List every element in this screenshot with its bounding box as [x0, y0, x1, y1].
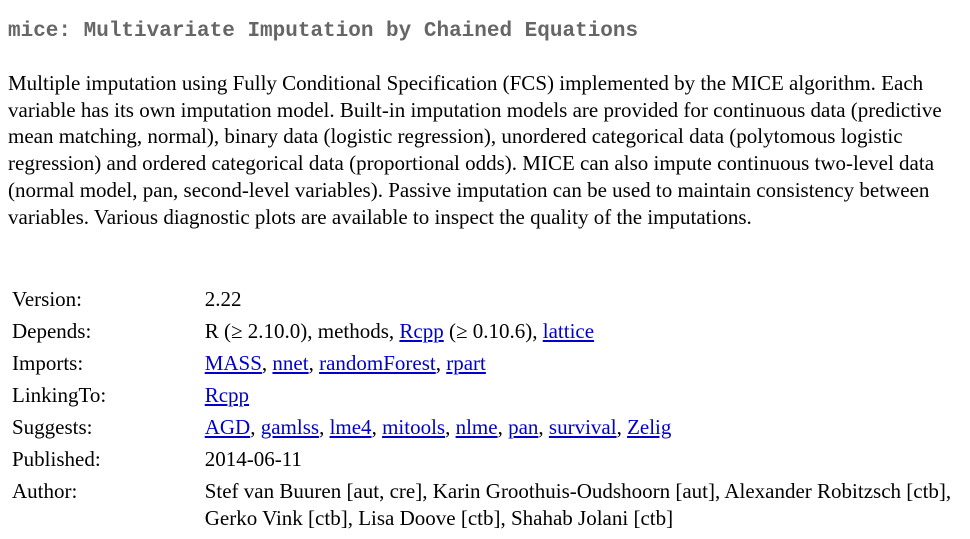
- suggests-link-nlme[interactable]: nlme: [455, 415, 498, 439]
- depends-label: Depends:: [12, 319, 92, 343]
- imports-row: Imports: MASS, nnet, randomForest, rpart: [10, 350, 963, 382]
- imports-link-randomforest[interactable]: randomForest: [319, 351, 436, 375]
- package-description: Multiple imputation using Fully Conditio…: [8, 71, 942, 229]
- depends-row: Depends: R (≥ 2.10.0), methods, Rcpp (≥ …: [10, 318, 963, 350]
- suggests-link-survival[interactable]: survival: [548, 415, 617, 439]
- linkingto-link-rcpp[interactable]: Rcpp: [204, 383, 250, 407]
- depends-r-text: R (≥ 2.10.0), methods,: [204, 319, 400, 343]
- suggests-link-gamlss[interactable]: gamlss: [260, 415, 320, 439]
- suggests-label: Suggests:: [12, 415, 93, 439]
- depends-link-rcpp[interactable]: Rcpp: [399, 319, 444, 343]
- suggests-link-mitools[interactable]: mitools: [382, 415, 446, 439]
- suggests-link-zelig[interactable]: Zelig: [627, 415, 672, 439]
- imports-value: MASS, nnet, randomForest, rpart: [204, 351, 486, 375]
- depends-link-lattice[interactable]: lattice: [542, 319, 595, 343]
- page-title: mice: Multivariate Imputation by Chained…: [8, 20, 639, 43]
- depends-value: R (≥ 2.10.0), methods, Rcpp (≥ 0.10.6), …: [205, 318, 963, 350]
- package-metadata-table: Version: 2.22 Depends: R (≥ 2.10.0), met…: [10, 286, 963, 531]
- suggests-value: AGD, gamlss, lme4, mitools, nlme, pan, s…: [204, 415, 672, 439]
- suggests-link-pan[interactable]: pan: [508, 415, 539, 439]
- imports-label: Imports:: [12, 351, 84, 375]
- published-value: 2014-06-11: [204, 447, 302, 471]
- author-label: Author:: [12, 479, 78, 503]
- version-label: Version:: [12, 287, 82, 311]
- imports-link-mass[interactable]: MASS: [204, 351, 262, 375]
- suggests-row: Suggests: AGD, gamlss, lme4, mitools, nl…: [10, 414, 963, 446]
- suggests-link-lme4[interactable]: lme4: [329, 415, 372, 439]
- published-label: Published:: [12, 447, 101, 471]
- linkingto-row: LinkingTo: Rcpp: [10, 382, 963, 414]
- version-row: Version: 2.22: [10, 286, 963, 318]
- suggests-link-agd[interactable]: AGD: [204, 415, 251, 439]
- author-row: Author: Stef van Buuren [aut, cre], Kari…: [10, 478, 963, 531]
- depends-rcpp-version: (≥ 0.10.6),: [443, 319, 543, 343]
- linkingto-value: Rcpp: [205, 382, 963, 414]
- imports-link-nnet[interactable]: nnet: [272, 351, 309, 375]
- version-value: 2.22: [204, 287, 242, 311]
- author-value: Stef van Buuren [aut, cre], Karin Grooth…: [204, 479, 952, 530]
- imports-link-rpart[interactable]: rpart: [446, 351, 486, 375]
- linkingto-label: LinkingTo:: [12, 383, 107, 407]
- published-row: Published: 2014-06-11: [10, 446, 963, 478]
